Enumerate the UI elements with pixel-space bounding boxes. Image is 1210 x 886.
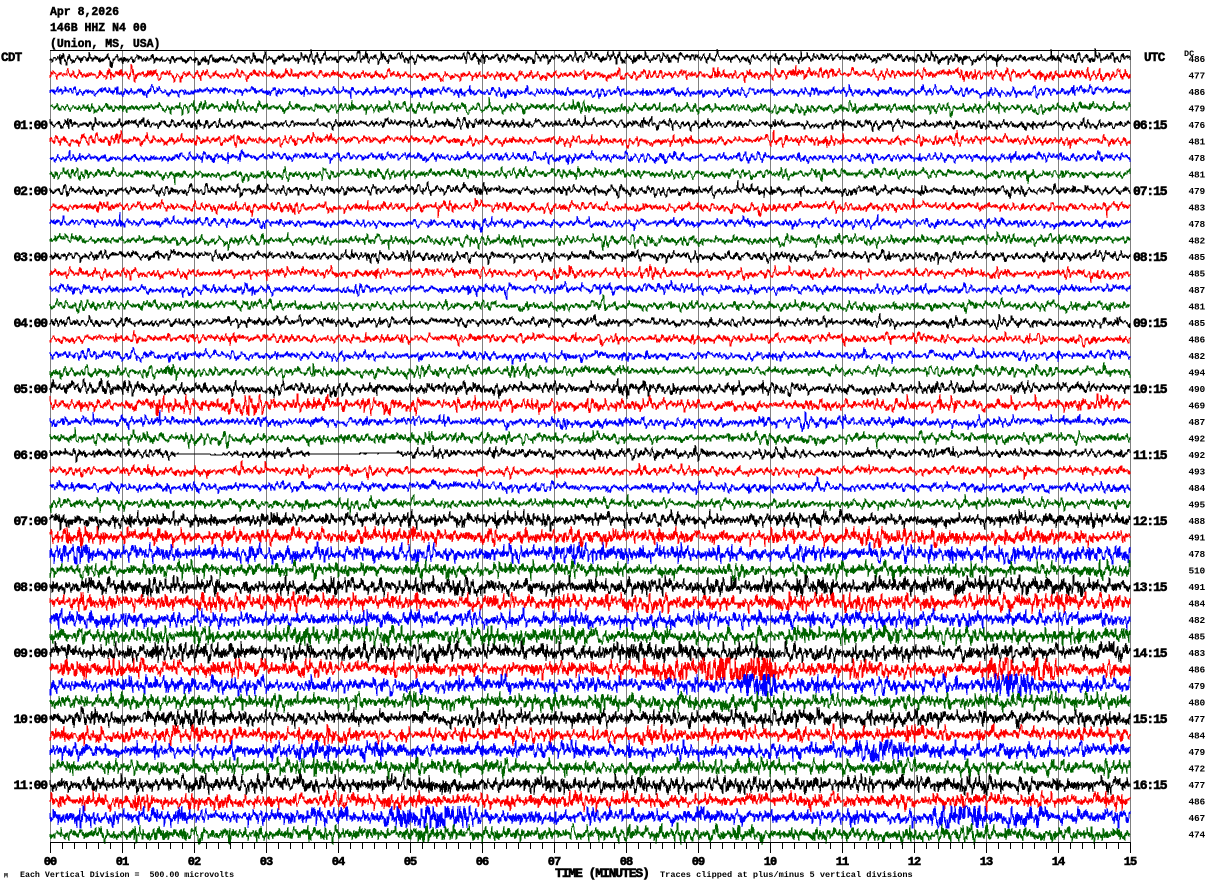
svg-text:478: 478 — [1188, 549, 1205, 560]
svg-text:467: 467 — [1188, 813, 1205, 824]
svg-text:04:00: 04:00 — [13, 316, 48, 331]
svg-text:474: 474 — [1188, 829, 1205, 840]
svg-text:486: 486 — [1188, 334, 1205, 345]
svg-text:M: M — [4, 873, 8, 880]
svg-text:480: 480 — [1188, 697, 1205, 708]
svg-text:05: 05 — [404, 855, 417, 869]
svg-text:483: 483 — [1188, 202, 1205, 213]
svg-text:146B HHZ N4 00: 146B HHZ N4 00 — [50, 22, 147, 35]
svg-text:11:15: 11:15 — [1133, 448, 1168, 463]
svg-text:478: 478 — [1188, 153, 1205, 164]
svg-text:03: 03 — [260, 855, 273, 869]
svg-text:03:00: 03:00 — [13, 250, 48, 265]
svg-text:481: 481 — [1188, 136, 1205, 147]
svg-text:10:00: 10:00 — [13, 712, 48, 727]
svg-text:15:15: 15:15 — [1133, 712, 1168, 727]
svg-text:01: 01 — [116, 855, 129, 869]
svg-text:485: 485 — [1188, 318, 1205, 329]
svg-text:01:00: 01:00 — [13, 118, 48, 133]
svg-text:472: 472 — [1188, 763, 1205, 774]
svg-text:478: 478 — [1188, 219, 1205, 230]
svg-text:493: 493 — [1188, 466, 1205, 477]
svg-text:07: 07 — [548, 855, 561, 869]
svg-text:04: 04 — [332, 855, 345, 869]
svg-text:06:15: 06:15 — [1133, 118, 1168, 133]
svg-text:487: 487 — [1188, 285, 1205, 296]
svg-text:UTC: UTC — [1144, 51, 1166, 65]
svg-text:481: 481 — [1188, 301, 1205, 312]
svg-text:11:00: 11:00 — [13, 778, 48, 793]
svg-text:Traces clipped at plus/minus 5: Traces clipped at plus/minus 5 vertical … — [660, 870, 913, 880]
svg-text:06: 06 — [476, 855, 489, 869]
svg-text:485: 485 — [1188, 252, 1205, 263]
svg-text:487: 487 — [1188, 417, 1205, 428]
svg-text:486: 486 — [1188, 796, 1205, 807]
svg-text:09:15: 09:15 — [1133, 316, 1168, 331]
svg-text:485: 485 — [1188, 631, 1205, 642]
svg-text:484: 484 — [1188, 483, 1205, 494]
svg-text:08:00: 08:00 — [13, 580, 48, 595]
svg-text:14: 14 — [1052, 855, 1065, 869]
svg-text:02:00: 02:00 — [13, 184, 48, 199]
svg-text:482: 482 — [1188, 351, 1205, 362]
svg-text:488: 488 — [1188, 516, 1205, 527]
svg-text:Each Vertical Division = 500.: Each Vertical Division = 500.00 microvol… — [20, 870, 234, 880]
svg-text:09:00: 09:00 — [13, 646, 48, 661]
svg-text:08:15: 08:15 — [1133, 250, 1168, 265]
svg-text:07:00: 07:00 — [13, 514, 48, 529]
svg-text:484: 484 — [1188, 598, 1205, 609]
svg-text:TIME (MINUTES): TIME (MINUTES) — [555, 866, 649, 881]
svg-text:491: 491 — [1188, 532, 1205, 543]
svg-text:10: 10 — [764, 855, 777, 869]
svg-text:482: 482 — [1188, 235, 1205, 246]
svg-text:491: 491 — [1188, 582, 1205, 593]
svg-text:490: 490 — [1188, 384, 1205, 395]
svg-text:14:15: 14:15 — [1133, 646, 1168, 661]
svg-text:06:00: 06:00 — [13, 448, 48, 463]
svg-text:482: 482 — [1188, 615, 1205, 626]
svg-text:11: 11 — [836, 855, 849, 869]
svg-text:05:00: 05:00 — [13, 382, 48, 397]
svg-text:(Union, MS, USA): (Union, MS, USA) — [50, 38, 160, 51]
svg-text:492: 492 — [1188, 450, 1205, 461]
svg-text:486: 486 — [1188, 664, 1205, 675]
svg-text:07:15: 07:15 — [1133, 184, 1168, 199]
svg-text:10:15: 10:15 — [1133, 382, 1168, 397]
svg-text:486: 486 — [1188, 87, 1205, 98]
svg-text:485: 485 — [1188, 268, 1205, 279]
svg-text:15: 15 — [1124, 855, 1137, 869]
svg-text:08: 08 — [620, 855, 633, 869]
svg-text:477: 477 — [1188, 780, 1205, 791]
svg-text:00: 00 — [44, 855, 57, 869]
svg-text:477: 477 — [1188, 70, 1205, 81]
svg-text:486: 486 — [1188, 54, 1205, 65]
svg-text:494: 494 — [1188, 367, 1205, 378]
svg-text:483: 483 — [1188, 648, 1205, 659]
svg-text:510: 510 — [1188, 565, 1205, 576]
svg-text:CDT: CDT — [1, 51, 23, 65]
svg-text:495: 495 — [1188, 499, 1205, 510]
svg-text:12: 12 — [908, 855, 921, 869]
svg-text:479: 479 — [1188, 681, 1205, 692]
svg-text:481: 481 — [1188, 169, 1205, 180]
svg-text:476: 476 — [1188, 120, 1205, 131]
svg-text:16:15: 16:15 — [1133, 778, 1168, 793]
svg-text:12:15: 12:15 — [1133, 514, 1168, 529]
svg-text:469: 469 — [1188, 400, 1205, 411]
svg-text:09: 09 — [692, 855, 705, 869]
svg-text:479: 479 — [1188, 103, 1205, 114]
svg-text:479: 479 — [1188, 747, 1205, 758]
svg-text:477: 477 — [1188, 714, 1205, 725]
svg-text:484: 484 — [1188, 730, 1205, 741]
svg-text:13: 13 — [980, 855, 993, 869]
svg-text:492: 492 — [1188, 433, 1205, 444]
svg-text:479: 479 — [1188, 186, 1205, 197]
svg-text:DC: DC — [1184, 49, 1194, 59]
svg-text:Apr 8,2026: Apr 8,2026 — [50, 6, 119, 19]
svg-text:02: 02 — [188, 855, 201, 869]
svg-text:13:15: 13:15 — [1133, 580, 1168, 595]
